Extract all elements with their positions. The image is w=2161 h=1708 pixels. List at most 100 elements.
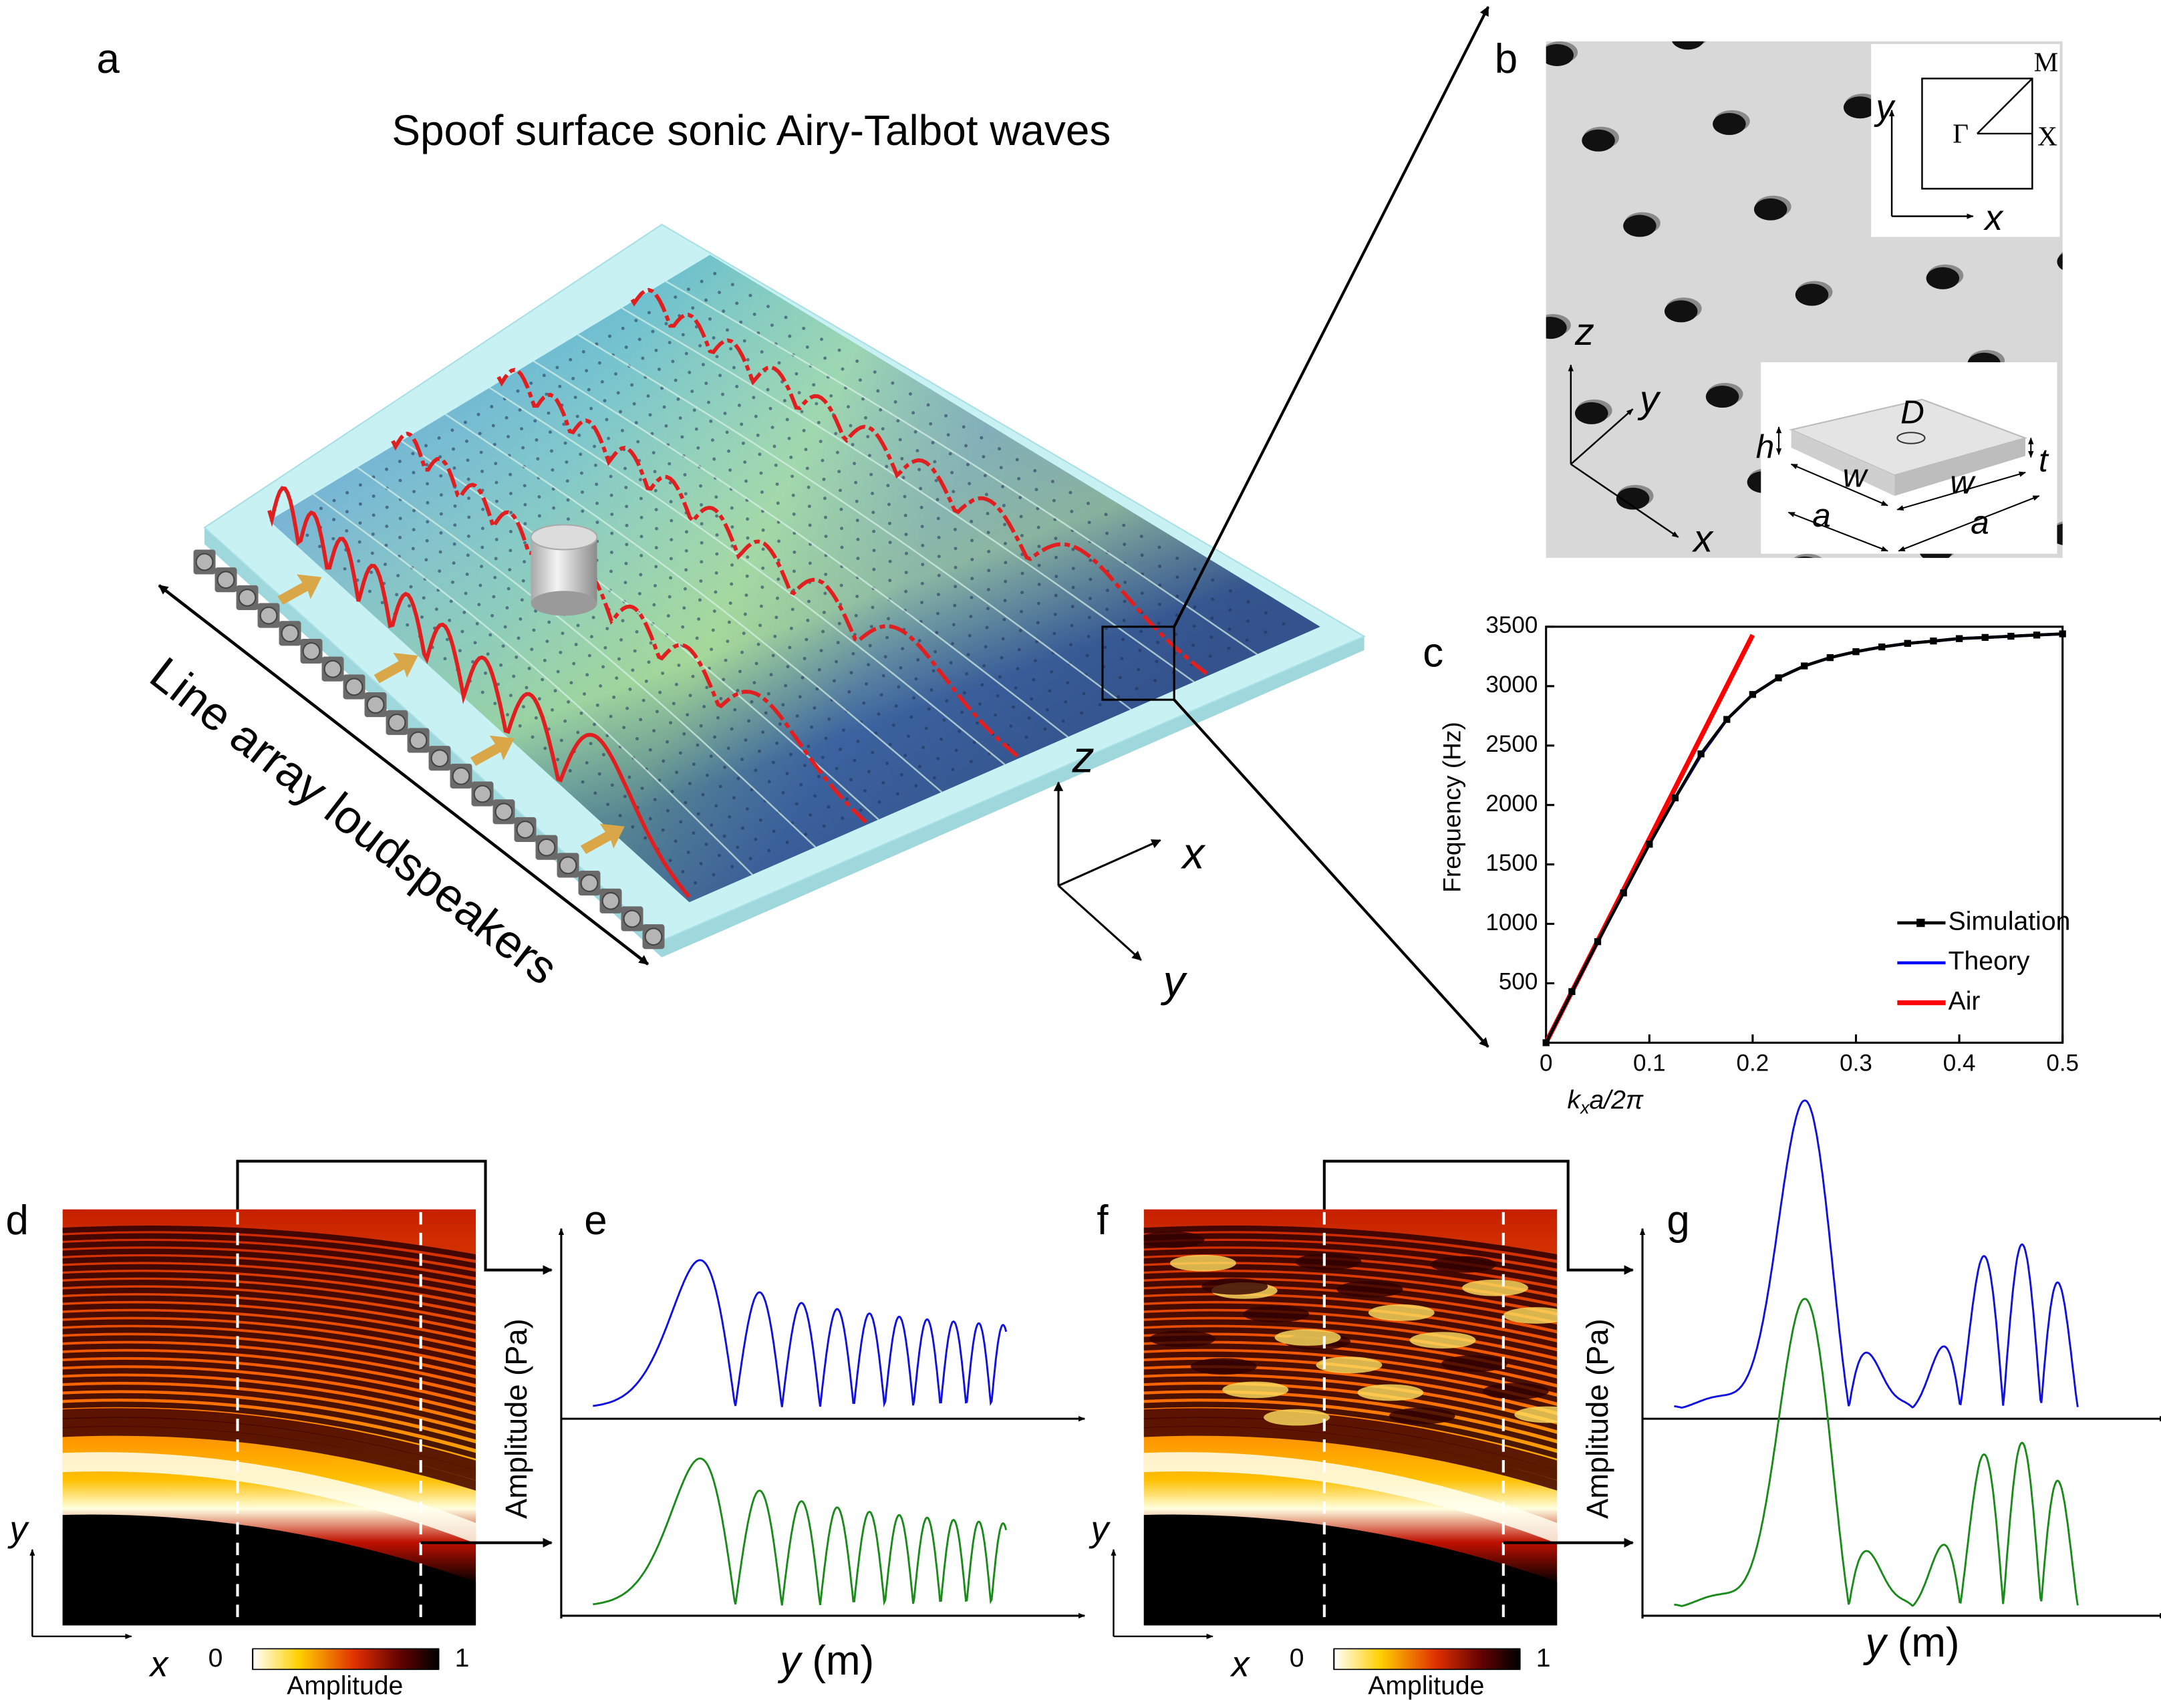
hole-dot — [669, 721, 673, 725]
hole-dot — [406, 623, 410, 627]
hole-dot — [1193, 605, 1197, 609]
hole-dot — [1036, 507, 1040, 511]
hole-dot — [551, 468, 555, 472]
hole-dot — [488, 633, 492, 637]
hole-dot — [750, 788, 754, 792]
hole — [1672, 41, 1704, 50]
hole-dot — [718, 374, 722, 378]
hole-dot — [587, 654, 591, 658]
hole-dot — [1157, 621, 1161, 625]
hole-dot — [358, 521, 362, 525]
hole-dot — [723, 765, 727, 769]
hole-dot — [1053, 613, 1057, 617]
hole-dot — [556, 670, 560, 674]
hole-dot — [732, 366, 736, 370]
hole-dot — [906, 734, 910, 738]
hole-dot — [801, 676, 805, 680]
hole-dot — [585, 369, 589, 373]
hole-dot — [754, 414, 758, 418]
hole-dot — [766, 388, 770, 392]
hole-dot — [635, 736, 639, 740]
hole-dot — [690, 390, 694, 394]
hole-shadow — [1280, 74, 1316, 96]
hole-shadow — [1322, 160, 1358, 182]
hole-dot — [580, 490, 584, 494]
hole — [1568, 675, 1601, 697]
hole-dot — [986, 607, 990, 611]
hole-dot — [683, 473, 687, 477]
hole-dot — [503, 625, 507, 629]
hole-dot — [839, 747, 842, 751]
hole-dot — [881, 427, 885, 431]
hole-dot — [1228, 627, 1232, 631]
hole-dot — [807, 485, 811, 489]
series-line — [1544, 632, 2063, 1044]
hole-dot — [345, 490, 349, 494]
hole-dot — [509, 492, 513, 496]
hole-dot — [1137, 668, 1141, 672]
hole-dot — [509, 549, 513, 553]
hole-dot — [595, 521, 599, 525]
hole-dot — [670, 538, 674, 542]
hole-dot — [1054, 555, 1058, 559]
hole-dot — [519, 617, 523, 621]
amplitude-profile — [1674, 1099, 2079, 1409]
x-label-var: y — [1863, 1620, 1889, 1667]
hole-dot — [820, 337, 823, 341]
hole-dot — [467, 515, 471, 519]
hole-dot — [879, 693, 883, 697]
hole-dot — [822, 824, 826, 828]
hole-dot — [466, 534, 470, 538]
hole-dot — [425, 539, 429, 543]
hole-dot — [841, 367, 845, 371]
hole-dot — [600, 380, 604, 384]
dark-fringe — [1143, 1376, 1558, 1431]
hole-dot — [439, 531, 443, 535]
dark-fringe — [62, 1385, 476, 1440]
hole-dot — [563, 441, 567, 445]
hole-dot — [332, 499, 336, 503]
hole-dot — [970, 539, 974, 543]
hole-dot — [714, 590, 718, 594]
hole-dot — [1020, 533, 1024, 537]
hole-dot — [380, 601, 384, 605]
hole-dot — [1157, 602, 1161, 606]
hole-shadow — [1445, 416, 1481, 438]
hole-dot — [398, 478, 402, 482]
hole — [1795, 283, 1829, 306]
speaker-cone — [195, 553, 214, 571]
dark-fringe — [62, 1401, 476, 1459]
hole-dot — [547, 411, 551, 415]
hole-dot — [781, 791, 785, 795]
hole-dot — [603, 399, 607, 403]
hole-dot — [1105, 531, 1109, 535]
hole-dot — [799, 782, 803, 787]
hole-dot — [719, 697, 723, 700]
hole-dot — [515, 655, 519, 659]
hole-dot — [691, 674, 695, 678]
hole-dot — [1175, 575, 1179, 579]
hole-dot — [666, 614, 670, 618]
hole-dot — [668, 859, 672, 863]
hole-dot — [917, 639, 921, 643]
y-tick-label: 2500 — [1485, 731, 1538, 757]
hole-dot — [595, 501, 599, 505]
dark-fringe — [62, 1303, 476, 1348]
hole-dot — [1119, 676, 1123, 680]
hole-dot — [924, 726, 928, 730]
hole-dot — [914, 784, 918, 788]
hole — [1189, 179, 1222, 201]
hole-dot — [764, 711, 768, 715]
legend-marker — [1916, 918, 1925, 928]
hole-dot — [1071, 585, 1075, 589]
hole-dot — [683, 587, 687, 591]
hole-dot — [767, 780, 771, 784]
hole-dot — [837, 621, 841, 625]
hole-dot — [694, 881, 698, 885]
hole-dot — [790, 607, 795, 611]
hole-dot — [593, 463, 597, 467]
hole-dot — [521, 705, 525, 709]
hole-dot — [704, 843, 708, 847]
hole-dot — [899, 772, 903, 776]
hole-dot — [520, 598, 524, 602]
